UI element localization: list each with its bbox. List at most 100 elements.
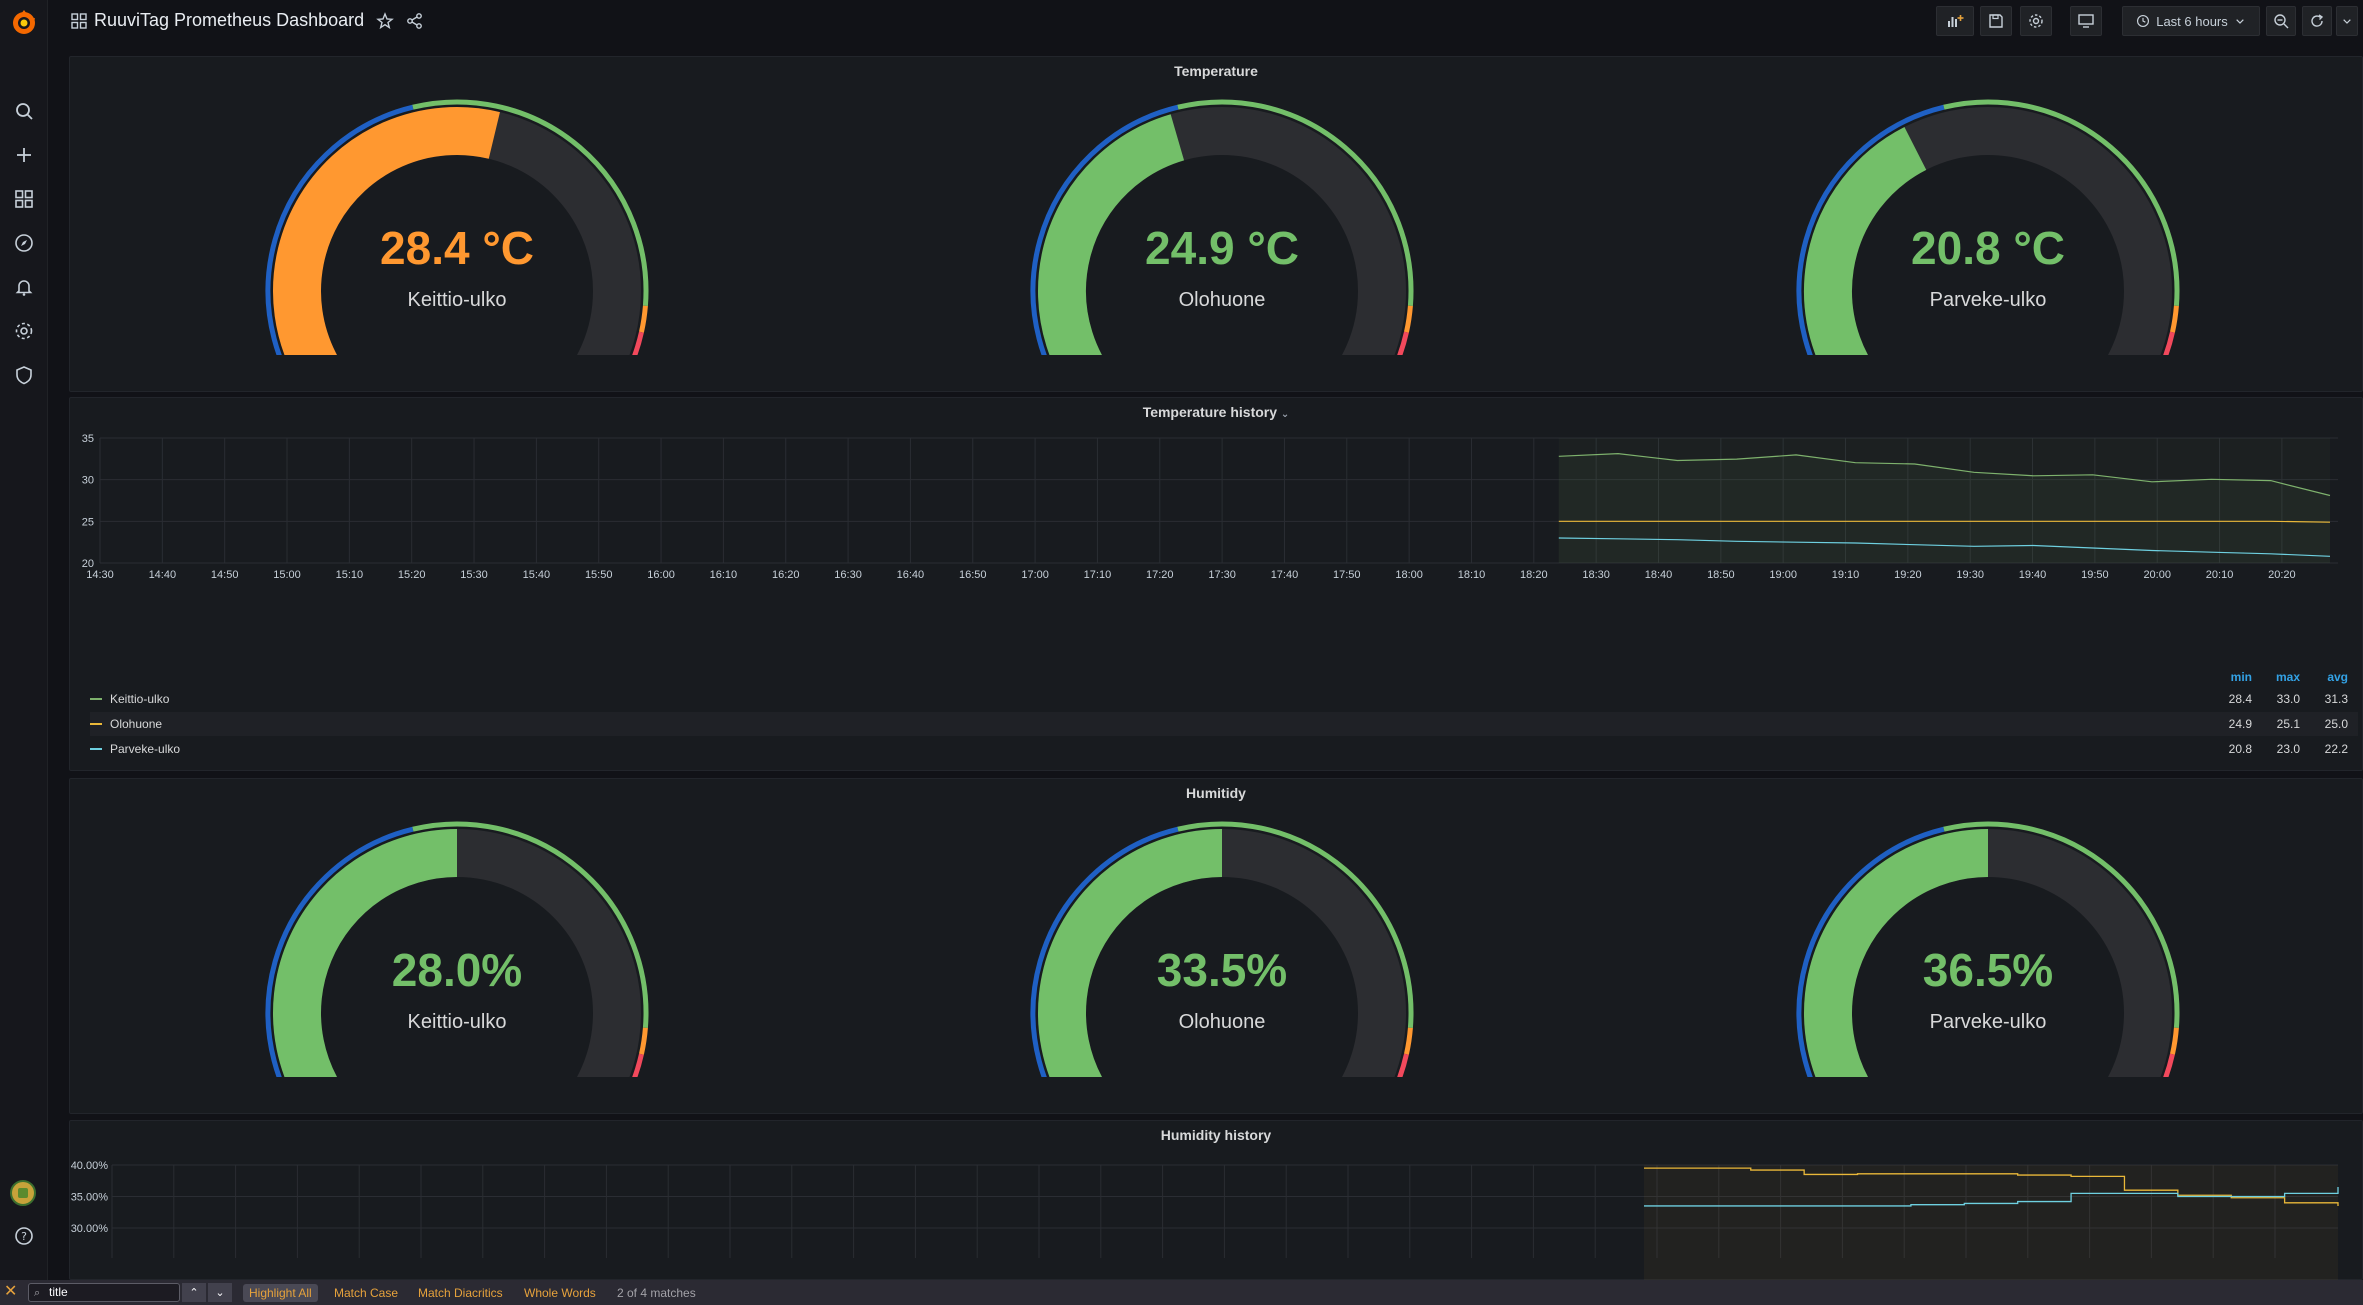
x-tick-label: 15:10: [336, 569, 364, 581]
refresh-interval-dropdown[interactable]: [2336, 6, 2358, 36]
save-icon: [1989, 14, 2003, 28]
gauge-threshold-segment: [639, 305, 648, 333]
series-line-olohuone: [1558, 520, 2331, 523]
gauge-label: Olohuone: [1178, 1011, 1266, 1033]
gauge-keittio-ulko: 28.0% Keittio-ulko: [257, 817, 657, 1117]
star-icon[interactable]: [376, 12, 394, 30]
legend-name: Parveke-ulko: [110, 742, 181, 756]
match-diacritics-toggle[interactable]: Match Diacritics: [418, 1286, 503, 1300]
dashboards-icon[interactable]: [13, 188, 35, 210]
gauge-fill: [1804, 127, 1927, 355]
y-tick-label: 35: [82, 433, 94, 445]
series-area: [1558, 438, 2330, 563]
plus-icon[interactable]: [13, 144, 35, 166]
humidity-history-graph[interactable]: 40.00% 35.00% 30.00%: [70, 1151, 2363, 1281]
x-tick-label: 18:50: [1707, 569, 1735, 581]
y-tick-label: 20: [82, 558, 94, 570]
stat-header-max[interactable]: max: [2275, 670, 2300, 684]
series-line-keittio-ulko: [1644, 1167, 2339, 1206]
share-icon[interactable]: [406, 12, 424, 30]
legend-values: 24.9 25.1 25.0: [2204, 717, 2348, 731]
user-avatar[interactable]: [10, 1180, 36, 1206]
legend-max: 23.0: [2276, 742, 2300, 756]
whole-words-toggle[interactable]: Whole Words: [524, 1286, 596, 1300]
add-panel-button[interactable]: [1936, 6, 1974, 36]
save-dashboard-button[interactable]: [1980, 6, 2012, 36]
panel-title[interactable]: Temperature history ⌄: [1142, 404, 1290, 420]
stat-header-min[interactable]: min: [2230, 670, 2252, 684]
gauge-value: 36.5%: [1922, 944, 2054, 996]
shield-icon[interactable]: [13, 364, 35, 386]
series-line-keittio-ulko: [1558, 452, 2331, 497]
gauge-fill: [1038, 829, 1223, 1077]
x-tick-label: 18:40: [1645, 569, 1673, 581]
grafana-logo-icon[interactable]: [7, 6, 41, 40]
gauge-threshold-segment: [1397, 331, 1409, 355]
panel-title[interactable]: Humitidy: [1186, 785, 1246, 801]
gauge-threshold-segment: [412, 821, 649, 1029]
time-range-label: Last 6 hours: [2156, 13, 2228, 29]
gauge-threshold-segment: [1404, 1027, 1413, 1055]
legend-avg: 25.0: [2324, 717, 2348, 731]
settings-gear-icon[interactable]: [13, 320, 35, 342]
stat-header-avg[interactable]: avg: [2327, 670, 2348, 684]
gauge-arc: [1796, 99, 2180, 355]
match-case-toggle[interactable]: Match Case: [334, 1286, 399, 1300]
find-previous-button[interactable]: ⌃: [182, 1283, 206, 1302]
refresh-button[interactable]: [2302, 6, 2332, 36]
legend-max: 33.0: [2276, 692, 2300, 706]
gauge-value: 20.8 °C: [1911, 222, 2065, 274]
explore-compass-icon[interactable]: [13, 232, 35, 254]
tv-mode-button[interactable]: [2070, 6, 2102, 36]
chevron-down-icon: [2236, 19, 2244, 24]
search-icon[interactable]: [13, 100, 35, 122]
humidity-panel: Humitidy 28.0% Keittio-ulko 33.5% Olohuo…: [69, 778, 2363, 1114]
help-icon[interactable]: ?: [13, 1225, 35, 1247]
gauge-arc: [265, 99, 649, 355]
dashboard-title[interactable]: RuuviTag Prometheus Dashboard: [94, 10, 365, 30]
gauge-label: Olohuone: [1178, 289, 1266, 311]
gauge-olohuone: 24.9 °C Olohuone: [1022, 95, 1422, 395]
gauge-fill: [273, 107, 500, 355]
gauge-threshold-segment: [632, 331, 644, 355]
x-tick-label: 19:50: [2081, 569, 2109, 581]
x-tick-label: 16:00: [647, 569, 675, 581]
dashboard-grid-icon[interactable]: [70, 12, 88, 30]
gauge-threshold-segment: [1177, 821, 1414, 1029]
close-find-icon[interactable]: ✕: [4, 1283, 18, 1300]
chevron-up-icon: ⌃: [189, 1287, 199, 1299]
gauge-threshold-segment: [1943, 821, 2180, 1029]
x-tick-label: 20:20: [2268, 569, 2296, 581]
legend-min: 20.8: [2228, 742, 2252, 756]
x-tick-label: 16:30: [834, 569, 862, 581]
legend-swatch: [90, 723, 102, 725]
y-tick-label: 40.00%: [71, 1160, 109, 1172]
x-tick-label: 15:30: [460, 569, 488, 581]
svg-text:?: ?: [21, 1230, 27, 1243]
find-next-button[interactable]: ⌄: [208, 1283, 232, 1302]
zoom-out-button[interactable]: [2266, 6, 2296, 36]
legend-item[interactable]: Olohuone 24.9 25.1 25.0: [90, 712, 2358, 736]
add-panel-icon: [1948, 15, 1964, 27]
dashboard-settings-button[interactable]: [2020, 6, 2052, 36]
panel-title[interactable]: Humidity history: [1160, 1127, 1272, 1143]
alerting-bell-icon[interactable]: [13, 276, 35, 298]
panel-title[interactable]: Temperature: [1174, 63, 1258, 79]
legend-item[interactable]: Parveke-ulko 20.8 23.0 22.2: [90, 737, 2358, 761]
x-tick-label: 17:30: [1208, 569, 1236, 581]
series-line-parveke-ulko: [1558, 537, 2331, 557]
x-tick-label: 15:00: [273, 569, 301, 581]
x-tick-label: 15:40: [523, 569, 551, 581]
time-range-picker[interactable]: Last 6 hours: [2122, 6, 2260, 36]
series-fill: [1558, 453, 2330, 563]
x-tick-label: 19:40: [2019, 569, 2047, 581]
legend-item[interactable]: Keittio-ulko 28.4 33.0 31.3: [90, 687, 2358, 711]
x-tick-label: 17:40: [1271, 569, 1299, 581]
gauge-threshold-segment: [265, 826, 414, 1077]
highlight-all-toggle[interactable]: Highlight All: [243, 1284, 318, 1302]
gauge-value: 28.4 °C: [380, 222, 534, 274]
sidebar: ?: [0, 0, 48, 1305]
find-input[interactable]: ⌕ title: [28, 1283, 180, 1302]
legend-max: 25.1: [2276, 717, 2300, 731]
